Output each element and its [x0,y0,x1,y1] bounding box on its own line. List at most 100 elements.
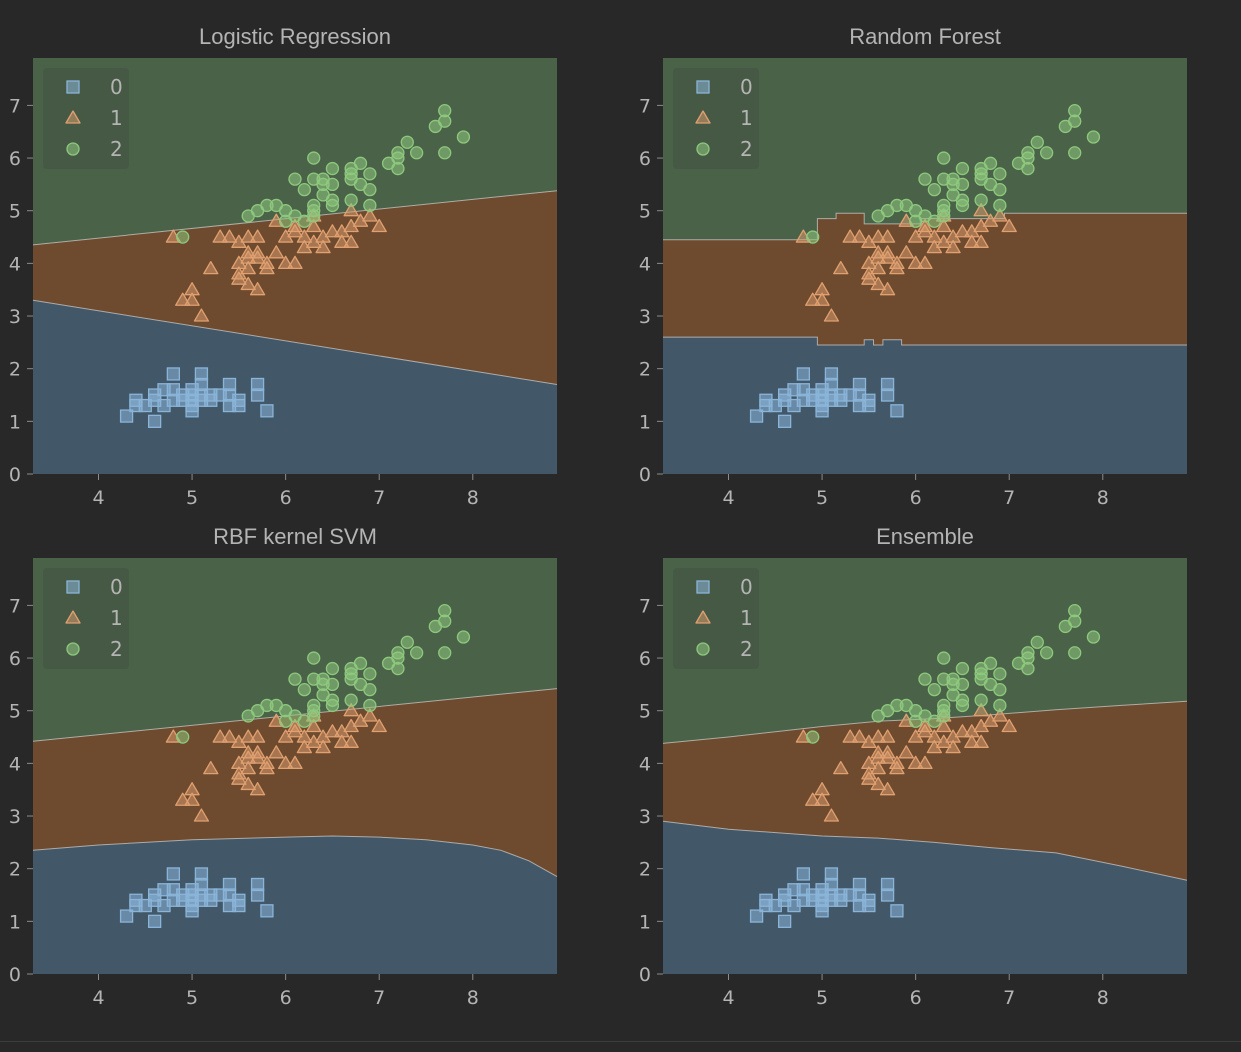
scatter-points [749,104,1101,428]
boundary-line [32,835,558,878]
point-class-2 [307,698,321,713]
legend: 0 1 2 [43,568,129,669]
point-class-2 [325,677,340,692]
legend-label: 0 [110,575,123,599]
point-class-1 [992,708,1008,722]
point-class-0 [119,409,134,423]
point-class-0 [222,377,237,392]
point-class-1 [371,718,387,733]
point-class-2 [983,656,998,670]
legend-box [673,568,759,669]
point-class-0 [222,877,237,892]
point-class-0 [796,367,811,381]
point-class-2 [307,151,321,165]
y-tick-label: 3 [9,306,21,328]
point-class-1 [343,234,359,248]
point-class-0 [232,893,246,907]
legend-marker-0 [696,580,710,594]
point-class-1 [870,276,886,291]
point-class-2 [297,182,312,197]
point-class-1 [371,218,387,233]
legend-label: 0 [740,575,753,599]
point-class-1 [362,208,378,222]
point-class-1 [184,282,200,296]
point-class-2 [1021,646,1035,660]
point-class-1 [936,218,952,233]
point-class-1 [889,755,905,770]
point-class-1 [249,782,266,796]
y-tick-label: 0 [9,964,21,986]
point-class-2 [297,682,312,697]
boundary-line [32,299,558,385]
point-class-1 [973,734,989,748]
x-tick-label: 6 [910,487,922,509]
legend: 0 1 2 [673,568,759,669]
x-tick-label: 8 [467,987,479,1009]
point-class-0 [880,377,895,392]
decision-regions [662,558,1188,974]
y-tick-label: 7 [9,595,21,617]
point-class-2 [391,646,405,660]
point-class-1 [343,734,359,748]
point-class-2 [325,177,340,192]
point-class-1 [315,239,331,254]
point-class-1 [973,203,989,217]
y-tick-label: 1 [9,911,21,933]
region-class-0 [663,821,1187,974]
point-class-1 [870,760,886,775]
scatter-points [749,604,1101,928]
panel-title: Ensemble [876,524,974,549]
point-class-2 [1068,646,1082,660]
point-class-2 [955,177,970,192]
point-class-2 [955,677,970,692]
point-class-1 [287,718,303,733]
point-class-1 [973,234,989,248]
point-class-0 [250,877,265,892]
legend-label: 0 [740,75,753,99]
point-class-2 [993,167,1007,181]
boundary-line [662,820,1188,881]
scatter-points [119,604,471,928]
point-class-2 [1086,630,1101,644]
legend-marker-1 [695,610,711,624]
point-class-1 [814,792,830,806]
legend-label: 2 [110,137,123,161]
x-tick-label: 7 [1003,487,1015,509]
x-tick-label: 5 [816,487,828,509]
y-tick-label: 5 [9,701,21,723]
point-class-2 [344,193,358,207]
point-class-2 [1068,104,1082,118]
point-class-1 [926,729,943,743]
legend-marker-2 [696,142,710,156]
legend-label: 1 [740,606,753,630]
point-class-2 [918,172,932,186]
y-tick-label: 5 [639,701,651,723]
point-class-0 [749,409,764,423]
legend-label: 2 [740,637,753,661]
point-class-2 [955,161,970,176]
boundary-line [663,336,1187,346]
point-class-2 [937,698,951,713]
region-class-0 [663,337,1187,474]
legend-marker-0 [66,580,80,594]
point-class-2 [400,635,414,649]
y-tick-label: 2 [639,859,651,881]
point-class-0 [147,414,162,428]
point-class-2 [456,130,471,144]
point-class-1 [1001,218,1017,233]
y-tick-label: 5 [639,201,651,223]
point-class-2 [993,182,1007,197]
point-class-1 [936,718,952,733]
legend-label: 1 [110,106,123,130]
point-class-2 [363,698,377,713]
legend: 0 1 2 [43,68,129,169]
x-tick-label: 6 [910,987,922,1009]
point-class-0 [777,414,792,428]
y-tick-label: 2 [9,359,21,381]
point-class-1 [193,308,210,322]
point-class-1 [814,782,830,796]
point-class-2 [1068,146,1082,160]
point-class-1 [879,729,896,743]
point-class-0 [166,867,181,881]
point-class-2 [307,651,321,665]
